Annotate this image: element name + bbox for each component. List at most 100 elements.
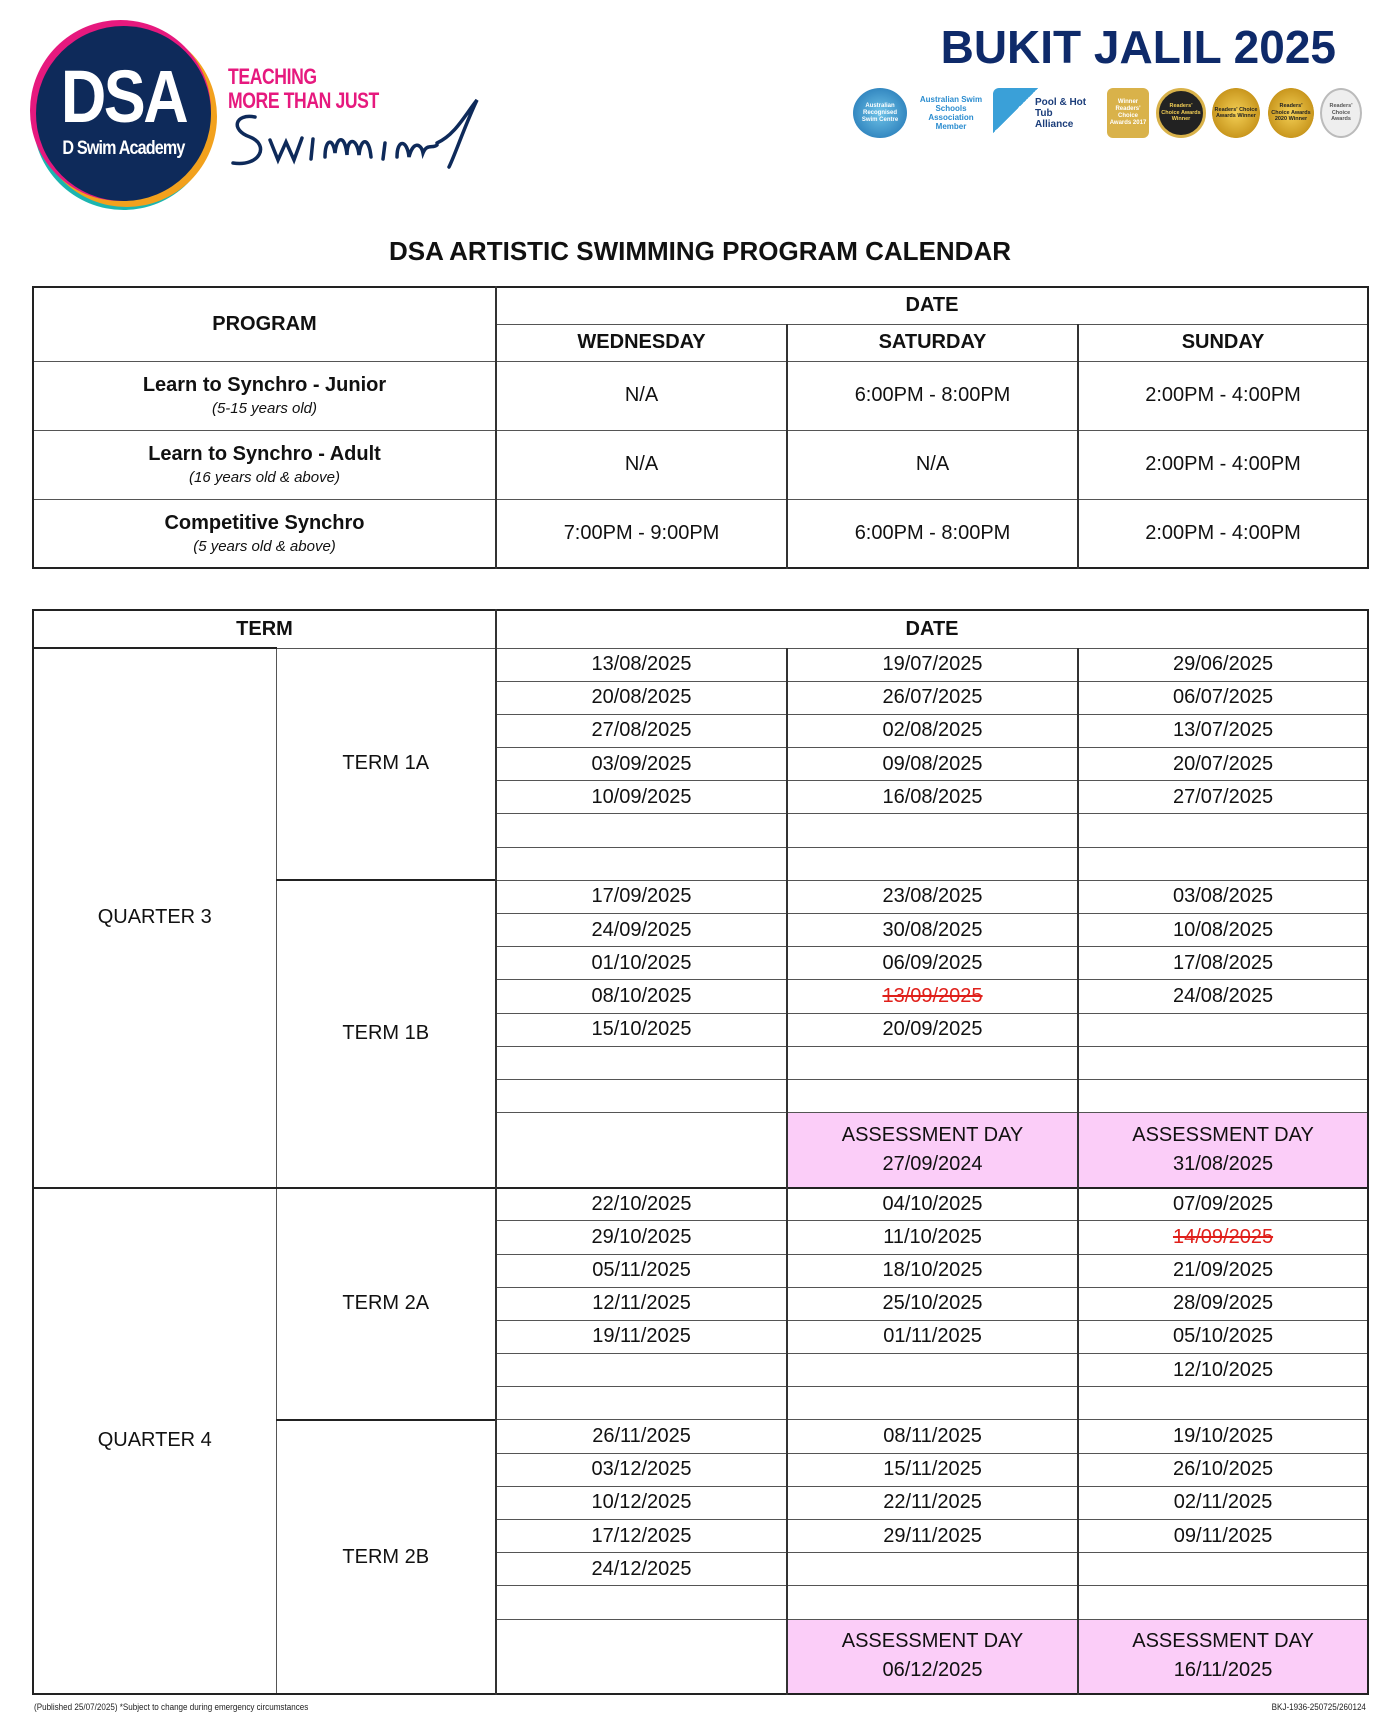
program-time: 6:00PM - 8:00PM — [786, 498, 1079, 569]
date-row: 10/09/2025 16/08/2025 27/07/2025 — [33, 780, 1369, 815]
date-row: 17/12/2025 29/11/2025 09/11/2025 — [33, 1518, 1369, 1554]
logo-mark: DSA — [60, 55, 189, 138]
class-date: 16/08/2025 — [786, 780, 1079, 815]
badge-text: Winner Readers' Choice Awards 2017 — [1109, 99, 1147, 126]
quarter-cell: QUARTER 4 — [32, 1186, 277, 1695]
program-time: 2:00PM - 4:00PM — [1076, 498, 1369, 569]
class-date — [495, 1353, 788, 1388]
assessment-date: 31/08/2025 — [1172, 1152, 1274, 1175]
program-time: 7:00PM - 9:00PM — [495, 498, 788, 569]
class-date: 18/10/2025 — [786, 1253, 1079, 1288]
class-date — [1077, 1045, 1369, 1080]
class-date: 12/10/2025 — [1077, 1353, 1369, 1388]
program-age: (5-15 years old) — [211, 400, 318, 417]
class-date: 05/10/2025 — [1077, 1319, 1369, 1355]
program-time: 6:00PM - 8:00PM — [786, 360, 1079, 431]
assessment-date: 16/11/2025 — [1173, 1659, 1273, 1682]
class-date: 17/09/2025 — [495, 879, 788, 915]
badge-text: Readers' Choice Awards 2020 Winner — [1271, 103, 1311, 123]
day-header: WEDNESDAY — [495, 323, 788, 362]
class-date: 29/11/2025 — [786, 1518, 1079, 1554]
quarter-cell: QUARTER 3 — [32, 647, 277, 1189]
class-date: 01/11/2025 — [786, 1319, 1079, 1355]
class-date: 06/09/2025 — [786, 946, 1079, 981]
class-date — [786, 1045, 1079, 1080]
assessment-label: ASSESSMENT DAY — [1132, 1630, 1314, 1653]
class-date: 19/07/2025 — [786, 647, 1079, 682]
class-date: 06/07/2025 — [1077, 680, 1369, 715]
class-date: 28/09/2025 — [1077, 1286, 1369, 1321]
assessment-row: ASSESSMENT DAY 06/12/2025 ASSESSMENT DAY 16… — [33, 1618, 1369, 1695]
assessment-label: ASSESSMENT DAY — [841, 1630, 1024, 1653]
date-row: 05/11/2025 18/10/2025 21/09/2025 — [33, 1253, 1369, 1288]
swimming-script-logo — [231, 98, 479, 169]
program-time: 2:00PM - 4:00PM — [1076, 429, 1369, 500]
dsa-logo: DSA D Swim Academy — [36, 26, 211, 201]
award-badge: Readers' Choice Awards 2020 Winner — [1268, 88, 1314, 138]
program-row: Learn to Synchro - Adult (16 years old & … — [32, 429, 1369, 500]
class-date: 22/10/2025 — [495, 1186, 788, 1222]
class-date: 10/08/2025 — [1077, 912, 1369, 948]
class-date: 03/09/2025 — [495, 747, 788, 782]
class-date — [495, 1386, 788, 1421]
date-row: 19/11/2025 01/11/2025 05/10/2025 — [33, 1319, 1369, 1355]
date-row: 12/11/2025 25/10/2025 28/09/2025 — [33, 1286, 1369, 1321]
badge-text: Pool & Hot Tub Alliance — [1035, 96, 1087, 130]
class-date: 27/07/2025 — [1077, 780, 1369, 815]
date-row — [33, 1078, 1369, 1114]
award-badge: Readers' Choice Awards Winner — [1212, 88, 1260, 138]
day-header: SUNDAY — [1076, 323, 1369, 362]
footer-note: (Published 25/07/2025) *Subject to chang… — [34, 1702, 309, 1713]
term-cell: TERM 1A — [275, 647, 497, 881]
date-row — [33, 813, 1369, 848]
class-date: 29/06/2025 — [1077, 647, 1369, 682]
program-time: N/A — [495, 429, 788, 500]
class-date: 24/09/2025 — [495, 912, 788, 948]
date-row: QUARTER 4 TERM 2A 22/10/2025 04/10/2025 07/0… — [32, 1186, 1369, 1695]
class-date: 09/08/2025 — [786, 747, 1079, 782]
assessment-day-cell: ASSESSMENT DAY 16/11/2025 — [1077, 1618, 1369, 1695]
date-row: QUARTER 3 TERM 1A 13/08/2025 19/07/2025 29/0… — [32, 647, 1369, 1189]
badge-text: Australian Recognised Swim Centre — [861, 102, 899, 123]
assessment-date: 27/09/2024 — [882, 1152, 983, 1175]
tagline-2: MORE THAN JUST — [228, 88, 379, 113]
class-date: 02/11/2025 — [1077, 1485, 1369, 1521]
class-date: 12/11/2025 — [495, 1286, 788, 1321]
class-date — [1077, 1078, 1369, 1114]
class-date — [495, 813, 788, 848]
class-date: 10/09/2025 — [495, 780, 788, 815]
class-date: 15/10/2025 — [495, 1012, 788, 1047]
document-title: DSA ARTISTIC SWIMMING PROGRAM CALENDAR — [388, 236, 1012, 266]
pool-hot-tub-alliance-badge: Pool & Hot Tub Alliance — [993, 88, 1093, 138]
program-name: Learn to Synchro - Adult — [148, 443, 381, 465]
class-date — [786, 1353, 1079, 1388]
date-row: 24/09/2025 30/08/2025 10/08/2025 — [33, 912, 1369, 948]
class-date — [1077, 1386, 1369, 1421]
program-header: PROGRAM — [32, 286, 497, 362]
class-date: 13/08/2025 — [495, 647, 788, 682]
class-date: 04/10/2025 — [786, 1186, 1079, 1222]
program-row: Competitive Synchro (5 years old & above)… — [32, 498, 1369, 569]
class-date: 24/12/2025 — [495, 1552, 788, 1587]
class-date: 17/12/2025 — [495, 1518, 788, 1554]
cancelled-date: 13/09/2025 — [786, 979, 1079, 1014]
class-date: 19/10/2025 — [1077, 1419, 1369, 1454]
class-date: 15/11/2025 — [786, 1452, 1079, 1487]
date-row: 27/08/2025 02/08/2025 13/07/2025 — [33, 713, 1369, 749]
date-row: 10/12/2025 22/11/2025 02/11/2025 — [33, 1485, 1369, 1521]
class-date: 23/08/2025 — [786, 879, 1079, 915]
class-date — [1077, 846, 1369, 881]
class-date: 29/10/2025 — [495, 1220, 788, 1255]
class-date — [786, 813, 1079, 848]
class-date: 26/10/2025 — [1077, 1452, 1369, 1487]
class-date — [495, 846, 788, 881]
term-table: TERM DATE QUARTER 3 TERM 1A 13/08/2025 19/0… — [32, 609, 1370, 1696]
term-cell: TERM 1B — [275, 879, 497, 1189]
badge-text: Readers' Choice Awards Winner — [1161, 103, 1201, 123]
class-date — [786, 1386, 1079, 1421]
class-date: 08/11/2025 — [786, 1419, 1079, 1454]
program-age: (5 years old & above) — [193, 537, 336, 555]
program-time: N/A — [495, 360, 788, 431]
class-date: 07/09/2025 — [1077, 1186, 1369, 1222]
date-row: 12/10/2025 — [33, 1353, 1369, 1388]
